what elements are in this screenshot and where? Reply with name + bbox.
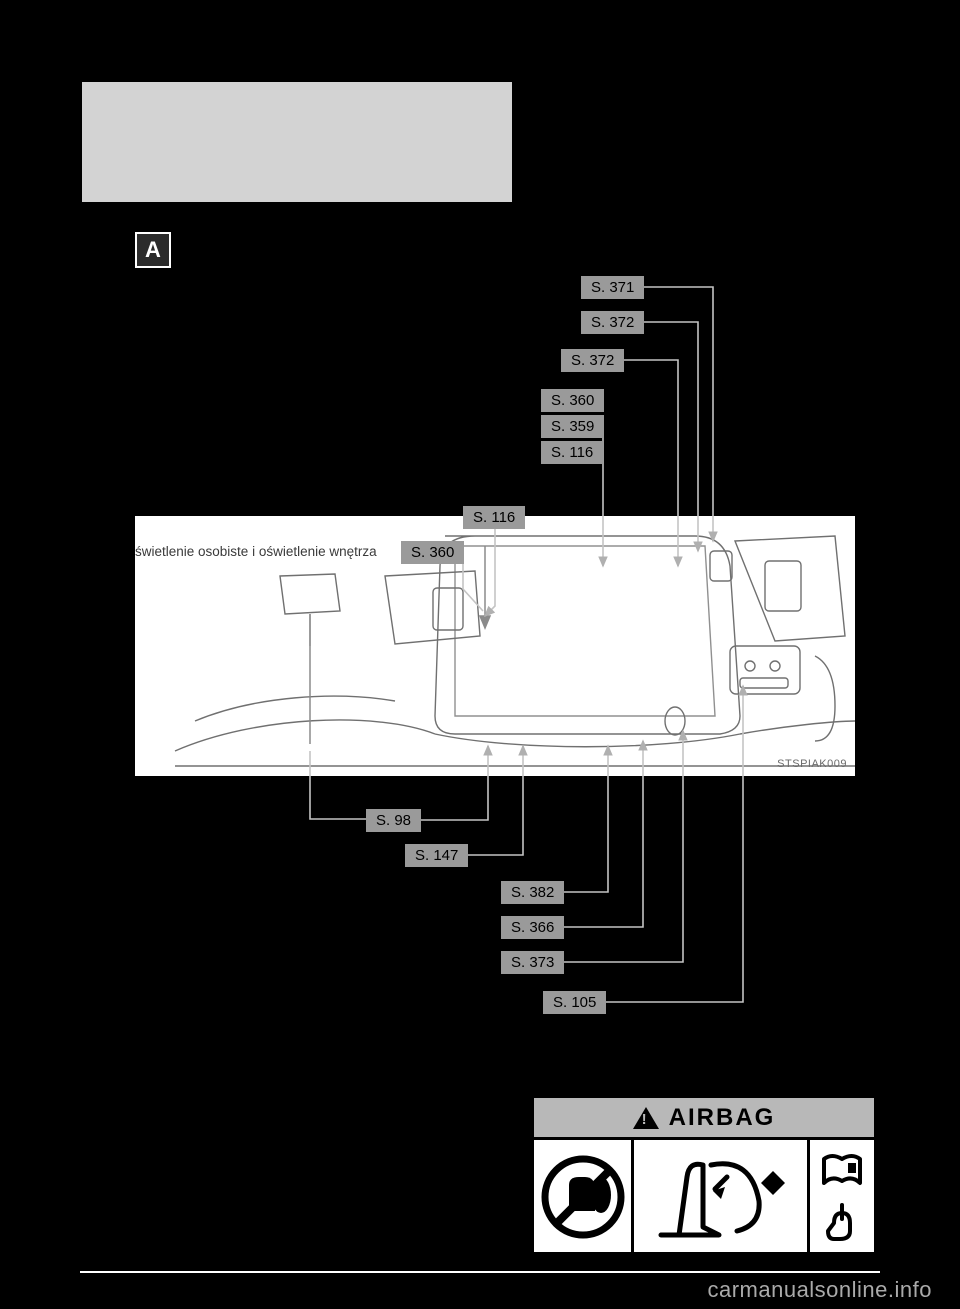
child-seat-prohibited-icon bbox=[541, 1155, 625, 1239]
hand-point-icon bbox=[820, 1199, 864, 1243]
label-s360-b: S. 360 bbox=[401, 541, 464, 564]
airbag-seat-cell bbox=[634, 1140, 810, 1253]
seat-airbag-icon bbox=[641, 1147, 801, 1247]
airbag-title: AIRBAG bbox=[669, 1104, 776, 1132]
variant-badge: A bbox=[135, 232, 171, 268]
label-s360-a: S. 360 bbox=[541, 389, 604, 412]
label-s116-a: S. 116 bbox=[541, 441, 603, 464]
airbag-manual-cell bbox=[810, 1140, 874, 1253]
label-s366: S. 366 bbox=[501, 916, 564, 939]
header-grey-block bbox=[82, 82, 512, 202]
manual-book-icon bbox=[820, 1151, 864, 1191]
label-s373: S. 373 bbox=[501, 951, 564, 974]
airbag-warning-panel: AIRBAG bbox=[530, 1094, 878, 1256]
label-s147: S. 147 bbox=[405, 844, 468, 867]
label-s382: S. 382 bbox=[501, 881, 564, 904]
illustration-code: STSPIAK009 bbox=[777, 758, 847, 770]
warning-triangle-icon bbox=[633, 1107, 659, 1129]
label-s116-b: S. 116 bbox=[463, 506, 525, 529]
airbag-body bbox=[534, 1140, 874, 1253]
label-s359: S. 359 bbox=[541, 415, 604, 438]
label-s371: S. 371 bbox=[581, 276, 644, 299]
airbag-prohibit-cell bbox=[534, 1140, 634, 1253]
label-s372-b: S. 372 bbox=[561, 349, 624, 372]
label-s98: S. 98 bbox=[366, 809, 421, 832]
airbag-header: AIRBAG bbox=[534, 1098, 874, 1140]
label-s105: S. 105 bbox=[543, 991, 606, 1014]
footer-rule bbox=[80, 1271, 880, 1273]
watermark: carmanualsonline.info bbox=[707, 1277, 932, 1303]
label-interior-lighting: świetlenie osobiste i oświetlenie wnętrz… bbox=[135, 544, 377, 559]
label-s372-a: S. 372 bbox=[581, 311, 644, 334]
diagram-frame: A S. 371 S. 372 S. 372 S. 360 S. 359 S. … bbox=[83, 211, 879, 1061]
label-interior-lighting-text: świetlenie osobiste i oświetlenie wnętrz… bbox=[135, 544, 377, 559]
